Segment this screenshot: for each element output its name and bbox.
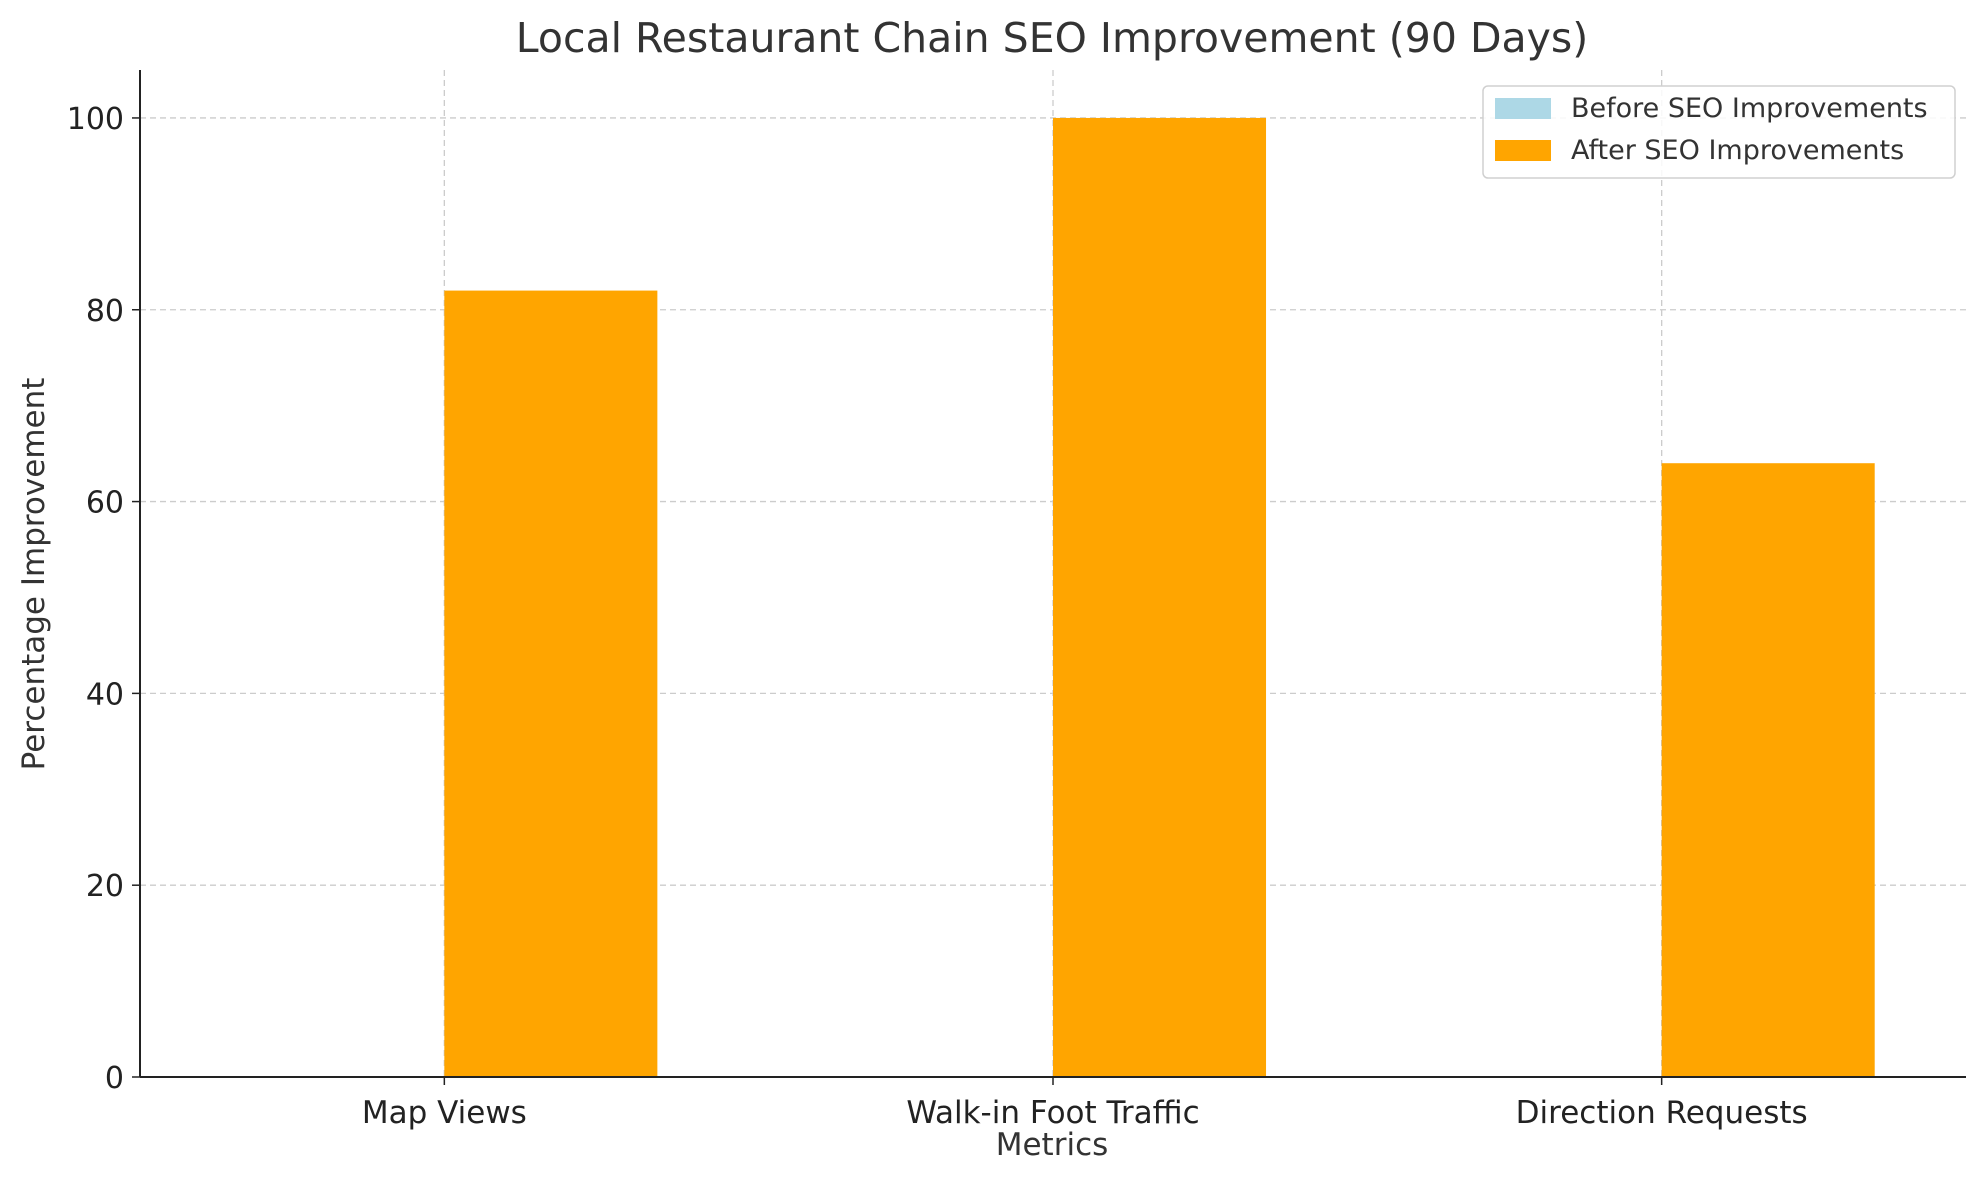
x-tick-label: Walk-in Foot Traffic <box>906 1095 1199 1131</box>
chart-title: Local Restaurant Chain SEO Improvement (… <box>516 14 1589 62</box>
y-tick-labels: 0 20 40 60 80 100 <box>67 102 124 1096</box>
y-tick-label: 0 <box>105 1061 124 1096</box>
legend-label: After SEO Improvements <box>1571 135 1904 166</box>
y-tick-label: 20 <box>86 869 124 904</box>
y-tick-label: 40 <box>86 677 124 712</box>
x-tick-label: Direction Requests <box>1516 1095 1808 1131</box>
bars-layer <box>444 117 1875 1078</box>
y-axis-label: Percentage Improvement <box>16 378 52 771</box>
axes-layer <box>132 70 1966 1085</box>
y-tick-label: 100 <box>67 102 124 137</box>
x-tick-label: Map Views <box>362 1095 527 1131</box>
legend-label: Before SEO Improvements <box>1571 93 1928 124</box>
bar-after <box>444 290 658 1078</box>
x-axis-label: Metrics <box>996 1127 1109 1163</box>
legend-swatch <box>1495 140 1551 161</box>
legend-swatch <box>1495 98 1551 119</box>
bar-after <box>1661 463 1875 1077</box>
bar-after <box>1053 117 1267 1077</box>
y-tick-label: 80 <box>86 294 124 329</box>
legend: Before SEO Improvements After SEO Improve… <box>1482 85 1956 179</box>
legend-box <box>1482 85 1956 179</box>
y-tick-label: 60 <box>86 486 124 521</box>
x-tick-labels: Map Views Walk-in Foot Traffic Direction R… <box>362 1095 1808 1131</box>
